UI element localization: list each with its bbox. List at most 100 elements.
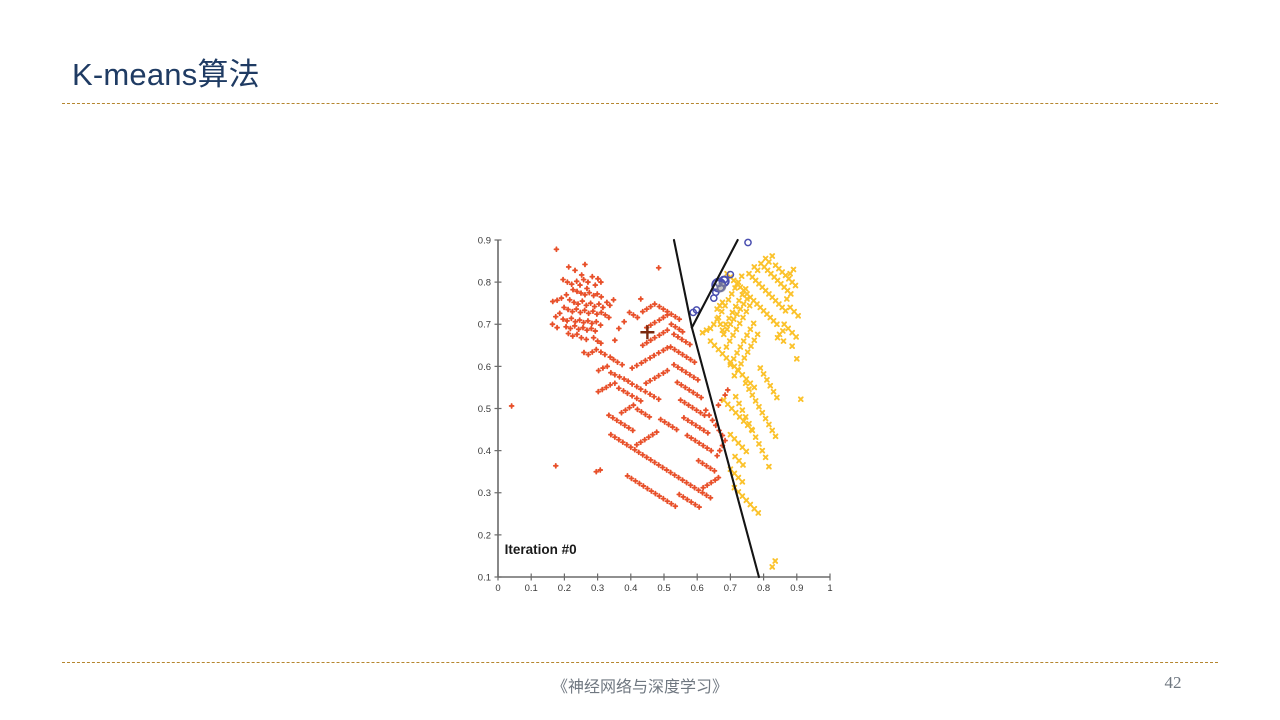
data-point (560, 276, 566, 283)
data-point (583, 336, 590, 343)
data-point (769, 253, 776, 259)
data-point (756, 403, 762, 410)
data-point (698, 394, 705, 401)
data-point (647, 322, 654, 328)
data-point (760, 371, 767, 377)
data-point (679, 336, 685, 343)
data-point (711, 342, 718, 349)
data-point (563, 291, 570, 298)
data-point (644, 485, 651, 492)
data-point (607, 354, 614, 360)
data-point (704, 482, 711, 489)
data-point (676, 491, 683, 498)
data-point (580, 319, 587, 326)
data-point (697, 409, 704, 416)
data-point (731, 372, 738, 379)
data-point (564, 279, 571, 285)
data-point (739, 407, 746, 414)
data-point (712, 477, 718, 483)
data-point (704, 430, 711, 436)
data-point (748, 343, 754, 350)
series-cluster-red (508, 246, 731, 510)
data-point (795, 312, 801, 319)
data-point (772, 433, 779, 440)
data-point (700, 484, 707, 491)
data-point (591, 303, 598, 310)
data-point (621, 318, 628, 325)
data-point (732, 303, 739, 310)
data-point (722, 321, 729, 328)
data-point (578, 272, 585, 278)
data-point (675, 474, 682, 481)
data-point (674, 379, 681, 386)
data-point (597, 322, 604, 328)
data-point (615, 385, 622, 392)
data-point (774, 394, 780, 401)
data-point (743, 376, 750, 382)
data-point (683, 339, 689, 345)
data-point (744, 422, 751, 429)
data-point (639, 451, 646, 458)
data-point (719, 350, 726, 357)
data-point (728, 405, 735, 412)
data-point (718, 308, 725, 315)
data-point (574, 331, 580, 338)
data-point (569, 333, 576, 339)
cluster-boundary-lower-edge (690, 326, 761, 579)
data-point (707, 325, 714, 332)
data-point (741, 355, 748, 361)
data-point (692, 437, 699, 444)
data-point (575, 326, 582, 333)
data-point (671, 361, 677, 368)
data-point (580, 324, 586, 331)
data-point (664, 327, 671, 333)
data-point (655, 350, 662, 356)
data-point (655, 264, 662, 271)
data-point (565, 306, 571, 313)
data-point (704, 445, 711, 451)
data-point (549, 321, 556, 328)
data-point (685, 402, 692, 408)
data-point (714, 452, 720, 459)
data-point (576, 317, 583, 323)
data-point (594, 291, 601, 297)
x-tick-label: 0.4 (624, 583, 637, 594)
data-point (767, 382, 774, 389)
data-point (732, 409, 739, 416)
data-point (679, 351, 686, 358)
data-point (754, 331, 761, 338)
data-point (734, 350, 740, 356)
data-point (568, 281, 575, 288)
data-point (633, 441, 640, 448)
data-point (726, 270, 735, 279)
data-point (589, 349, 596, 355)
data-point (649, 431, 656, 438)
data-point (669, 424, 676, 430)
data-point (738, 273, 745, 280)
data-point (651, 319, 658, 326)
data-point (699, 460, 706, 467)
data-point (730, 332, 736, 339)
data-point (672, 323, 679, 330)
data-point (584, 285, 590, 292)
data-point (797, 396, 804, 403)
data-point (759, 409, 766, 416)
data-point (715, 346, 722, 353)
data-point (707, 465, 714, 472)
data-point (593, 346, 600, 353)
data-point (736, 297, 742, 304)
data-point (610, 296, 617, 303)
data-point (660, 314, 667, 321)
data-point (685, 417, 691, 424)
data-point (585, 351, 592, 358)
data-point (582, 261, 588, 268)
data-point (732, 393, 739, 400)
data-point (587, 300, 594, 307)
data-point (695, 377, 701, 383)
data-point (633, 383, 640, 390)
data-point (598, 309, 605, 316)
data-point (626, 404, 633, 411)
data-point (630, 402, 637, 408)
data-point (749, 392, 756, 398)
cluster-centroid-marker (715, 281, 727, 293)
